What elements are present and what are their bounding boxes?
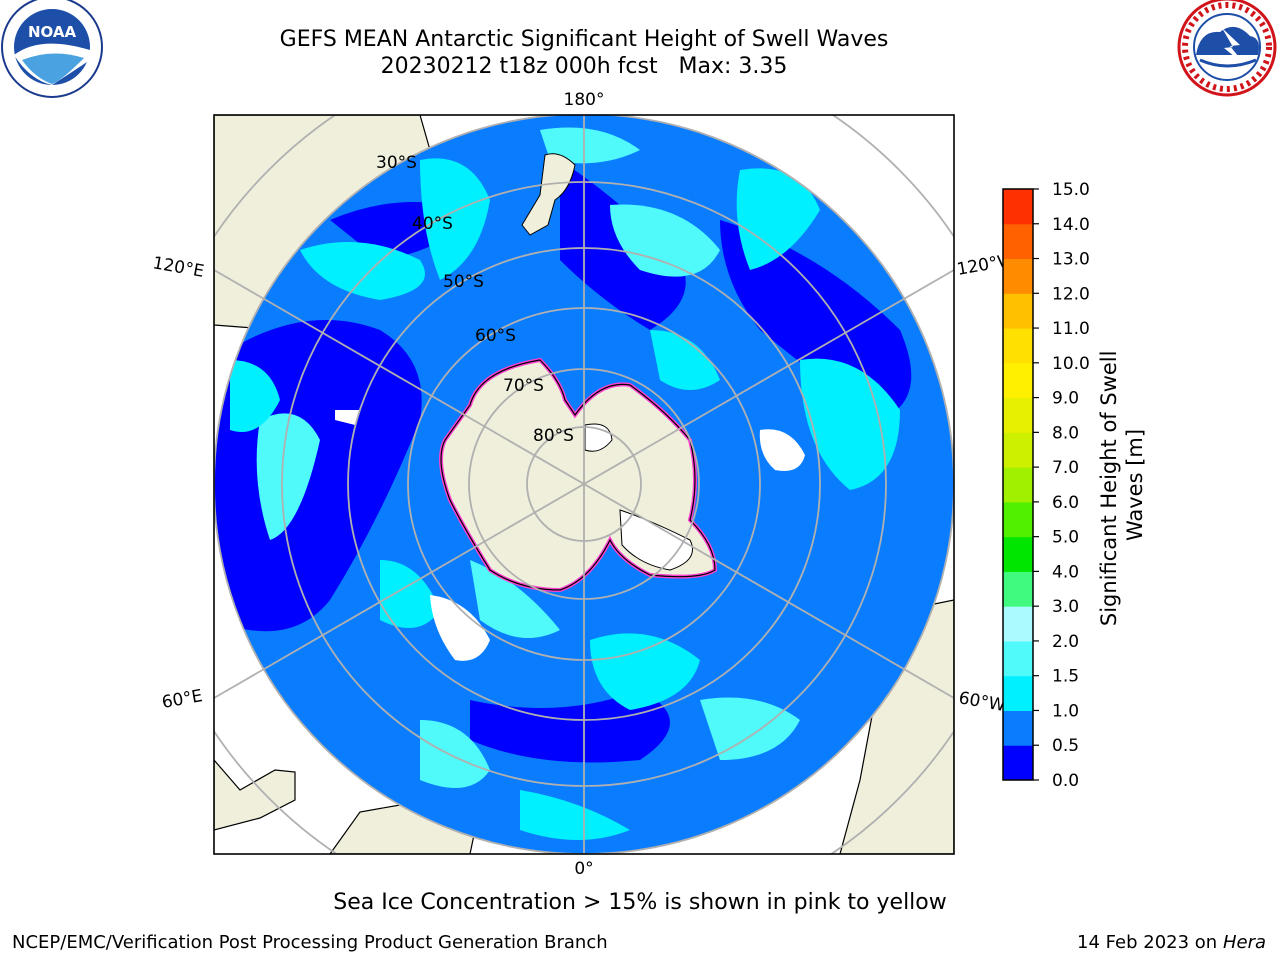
colorbar-segment (1003, 397, 1033, 433)
colorbar-tick-label: 10.0 (1052, 354, 1090, 374)
colorbar-segment (1003, 223, 1033, 260)
noaa-logo: NOAA (1, 0, 103, 98)
graticule (214, 115, 954, 854)
colorbar-title-line1: Significant Height of Swell (1097, 351, 1121, 627)
colorbar-tick-label: 7.0 (1052, 458, 1079, 478)
colorbar-tick-label: 4.0 (1052, 562, 1079, 582)
colorbar-segment (1003, 189, 1033, 225)
colorbar-segment (1003, 536, 1033, 572)
colorbar-tick-label: 2.0 (1052, 632, 1079, 652)
lon-label-60e: 60°E (160, 686, 204, 713)
date-text: 14 Feb 2023 on (1077, 932, 1218, 953)
lon-label-180: 180° (564, 90, 605, 110)
colorbar-tick-label: 1.5 (1052, 667, 1079, 687)
colorbar-tick-label: 5.0 (1052, 528, 1079, 548)
colorbar-segment (1003, 675, 1033, 711)
chart-title: GEFS MEAN Antarctic Significant Height o… (279, 27, 889, 52)
colorbar-segment (1003, 606, 1033, 642)
chart-subtitle: 20230212 t18z 000h fcst Max: 3.35 (380, 54, 788, 79)
lon-label-120e: 120°E (151, 253, 205, 282)
colorbar-segment (1003, 745, 1033, 781)
nws-logo (1177, 0, 1277, 97)
colorbar-tick-label: 0.0 (1052, 771, 1079, 791)
colorbar-segment (1003, 640, 1033, 677)
colorbar: 0.0 0.5 1.0 1.5 2.0 3.0 4.0 5.0 6.0 7.0 8.0 9.0 10.0… (1002, 180, 1090, 791)
colorbar-tick-label: 14.0 (1052, 215, 1090, 235)
colorbar-title-line2: Waves [m] (1123, 429, 1147, 541)
colorbar-segment (1003, 362, 1033, 399)
colorbar-segment (1003, 432, 1033, 468)
colorbar-tick-label: 9.0 (1052, 389, 1079, 409)
lon-label-0: 0° (574, 859, 593, 879)
lat-label-50s: 50°S (443, 272, 484, 292)
colorbar-tick-label: 8.0 (1052, 423, 1079, 443)
colorbar-segment (1003, 467, 1033, 503)
colorbar-tick-label: 0.5 (1052, 736, 1079, 756)
lat-label-40s: 40°S (412, 214, 453, 234)
machine-name: Hera (1222, 932, 1266, 953)
colorbar-tick-label: 13.0 (1052, 250, 1090, 270)
colorbar-tick-label: 6.0 (1052, 493, 1079, 513)
colorbar-frame (1002, 188, 1034, 781)
colorbar-tick-label: 1.0 (1052, 701, 1079, 721)
colorbar-tick-label: 3.0 (1052, 597, 1079, 617)
colorbar-title: Significant Height of Swell Waves [m] (1097, 344, 1147, 626)
noaa-logo-text: NOAA (28, 23, 77, 41)
colorbar-segment (1003, 293, 1033, 329)
sea-ice-caption: Sea Ice Concentration > 15% is shown in … (333, 890, 947, 915)
colorbar-segment (1003, 258, 1033, 294)
lat-label-80s: 80°S (533, 426, 574, 446)
lat-label-70s: 70°S (503, 376, 544, 396)
lon-label-60w: 60°W (957, 688, 1007, 716)
lat-label-30s: 30°S (376, 153, 417, 173)
lat-label-60s: 60°S (475, 326, 516, 346)
colorbar-segment (1003, 328, 1033, 364)
colorbar-segment (1003, 571, 1033, 607)
map-frame (213, 114, 955, 855)
map-area (214, 115, 954, 854)
colorbar-tick-label: 11.0 (1052, 319, 1090, 339)
date-stamp: 14 Feb 2023 on Hera (1077, 932, 1266, 953)
madagascar-land (214, 759, 296, 831)
colorbar-segment (1003, 710, 1033, 746)
credit-line: NCEP/EMC/Verification Post Processing Pr… (12, 932, 608, 953)
colorbar-tick-label: 12.0 (1052, 284, 1090, 304)
colorbar-tick-label: 15.0 (1052, 180, 1090, 200)
colorbar-segment (1003, 501, 1033, 538)
